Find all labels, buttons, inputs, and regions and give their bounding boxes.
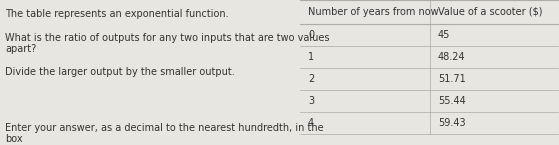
Text: Divide the larger output by the smaller output.: Divide the larger output by the smaller … <box>5 67 235 77</box>
Text: 2: 2 <box>308 74 314 84</box>
Text: 51.71: 51.71 <box>438 74 466 84</box>
Bar <box>300 90 558 112</box>
Bar <box>300 0 558 24</box>
Text: Enter your answer, as a decimal to the nearest hundredth, in the: Enter your answer, as a decimal to the n… <box>5 123 324 133</box>
Bar <box>300 68 558 90</box>
Text: 45: 45 <box>438 30 451 40</box>
Bar <box>300 112 558 134</box>
Text: 4: 4 <box>308 118 314 128</box>
Text: What is the ratio of outputs for any two inputs that are two values: What is the ratio of outputs for any two… <box>5 33 329 43</box>
Text: Value of a scooter ($): Value of a scooter ($) <box>438 7 542 17</box>
Text: 0: 0 <box>308 30 314 40</box>
Text: box: box <box>5 134 22 144</box>
Text: 55.44: 55.44 <box>438 96 466 106</box>
Bar <box>300 24 558 46</box>
Text: 1: 1 <box>308 52 314 62</box>
Text: 3: 3 <box>308 96 314 106</box>
Bar <box>300 46 558 68</box>
Text: 59.43: 59.43 <box>438 118 466 128</box>
Text: The table represents an exponential function.: The table represents an exponential func… <box>5 9 229 19</box>
Text: Number of years from now: Number of years from now <box>308 7 439 17</box>
Text: 48.24: 48.24 <box>438 52 466 62</box>
Text: apart?: apart? <box>5 44 36 54</box>
